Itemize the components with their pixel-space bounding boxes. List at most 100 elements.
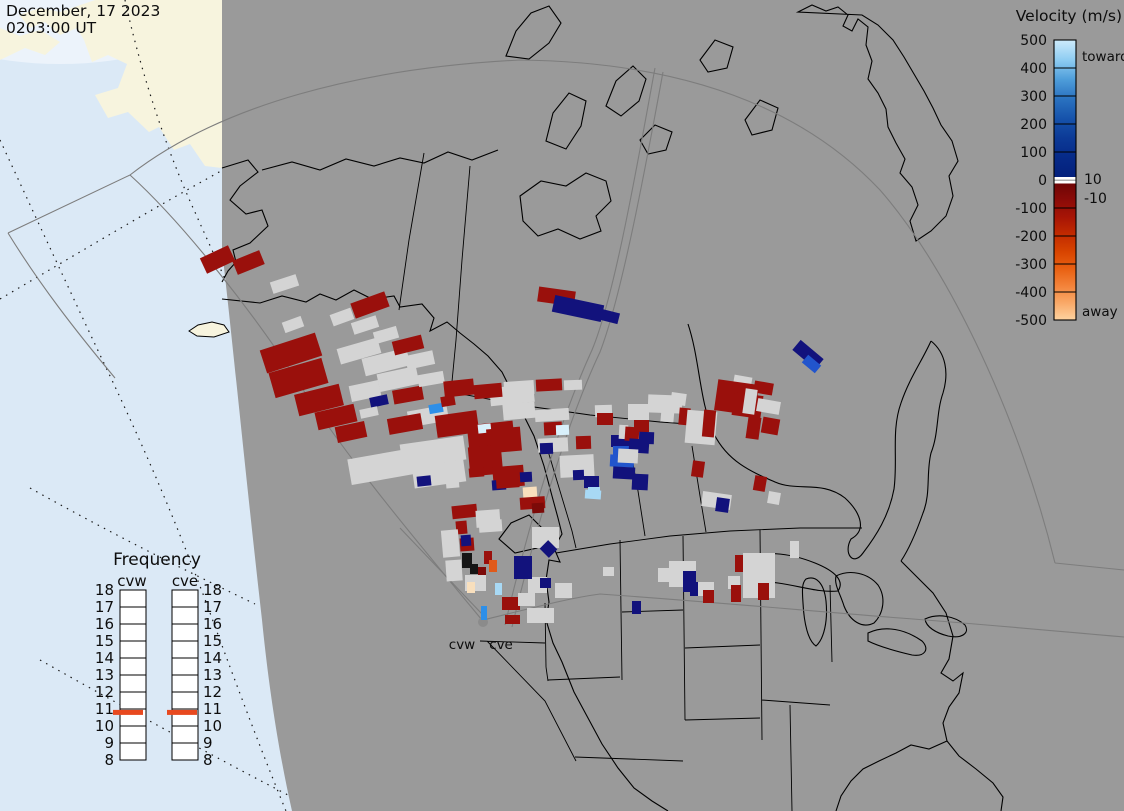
fov-line bbox=[1054, 562, 1124, 571]
velocity-cell bbox=[495, 583, 502, 595]
velocity-cell bbox=[555, 424, 570, 436]
velocity-cell bbox=[505, 615, 520, 624]
velocity-cell bbox=[484, 551, 492, 564]
velocity-cell bbox=[760, 416, 781, 436]
coastline-path bbox=[605, 65, 647, 117]
frequency-tick-label: 10 bbox=[203, 717, 222, 735]
velocity-cell bbox=[334, 421, 368, 443]
velocity-cell bbox=[690, 460, 706, 478]
velocity-cell bbox=[416, 475, 432, 487]
velocity-cell bbox=[745, 416, 762, 440]
colorbar-tick-label: -200 bbox=[1015, 229, 1047, 245]
velocity-cell bbox=[451, 503, 478, 520]
velocity-cell bbox=[478, 519, 503, 533]
graticule-line bbox=[39, 659, 289, 796]
coastline-path bbox=[687, 323, 932, 560]
fov-line bbox=[399, 527, 483, 615]
lower-threshold-label: -10 bbox=[1084, 191, 1107, 207]
frequency-tick-label: 12 bbox=[95, 683, 114, 701]
velocity-cell bbox=[690, 582, 700, 596]
velocity-cell bbox=[232, 250, 265, 275]
coastline-path bbox=[867, 628, 927, 656]
political-borders-layer bbox=[398, 152, 862, 811]
velocity-cell bbox=[361, 347, 411, 377]
velocity-cell bbox=[347, 446, 423, 486]
away-label: away bbox=[1082, 304, 1118, 320]
velocity-colorbar: Velocity (m/s) 500 400 300 200 100 0 -100 -200 -… bbox=[1015, 7, 1124, 329]
velocity-cell bbox=[350, 291, 390, 319]
velocity-cell bbox=[632, 601, 641, 614]
velocity-cell bbox=[598, 308, 621, 325]
velocity-cell bbox=[467, 582, 475, 593]
velocity-cell bbox=[563, 379, 583, 391]
coastline-path bbox=[221, 289, 669, 811]
colorbar-ticks: 500 400 300 200 100 0 -100 -200 -300 -400 -500 bbox=[1015, 33, 1076, 329]
frequency-column-cve: cve bbox=[172, 572, 198, 590]
frequency-tick-label: 11 bbox=[95, 700, 114, 718]
velocity-cell bbox=[468, 467, 485, 478]
frequency-tick-label: 13 bbox=[95, 666, 114, 684]
radar-label-cve: cve bbox=[489, 637, 513, 653]
velocity-cell bbox=[603, 567, 614, 576]
velocity-cell bbox=[670, 392, 687, 406]
frequency-tick-label: 16 bbox=[95, 615, 114, 633]
coastline-path bbox=[545, 92, 587, 150]
border-path bbox=[398, 152, 425, 311]
colorbar-tick-label: -500 bbox=[1015, 313, 1047, 329]
velocity-cell bbox=[455, 520, 468, 535]
colorbar-tick-label: 300 bbox=[1020, 89, 1047, 105]
fov-line bbox=[129, 59, 1056, 564]
frequency-tick-label: 9 bbox=[104, 734, 114, 752]
velocity-cell bbox=[386, 413, 424, 435]
frequency-tick-label: 12 bbox=[203, 683, 222, 701]
frequency-tick-label: 8 bbox=[104, 751, 114, 769]
velocity-cell bbox=[404, 350, 436, 370]
coastline-path bbox=[795, 4, 959, 242]
radar-fov-outline bbox=[7, 59, 1124, 638]
velocity-cell bbox=[703, 590, 714, 603]
velocity-cell bbox=[443, 378, 475, 398]
fov-line bbox=[482, 593, 1124, 638]
coastline-path bbox=[261, 149, 499, 171]
colorbar-tick-label: -400 bbox=[1015, 285, 1047, 301]
border-path bbox=[479, 529, 833, 811]
velocity-cell bbox=[588, 487, 600, 498]
velocity-cell bbox=[503, 379, 535, 397]
velocity-cell bbox=[514, 556, 532, 579]
border-path bbox=[450, 165, 471, 393]
velocity-cell bbox=[502, 597, 520, 610]
colorbar-tick-label: 100 bbox=[1020, 145, 1047, 161]
velocity-cell bbox=[269, 274, 300, 294]
fov-line bbox=[7, 174, 131, 379]
frequency-tick-label: 16 bbox=[203, 615, 222, 633]
velocity-cell bbox=[758, 583, 769, 600]
velocity-cell bbox=[336, 337, 382, 365]
colorbar-tick-label: -300 bbox=[1015, 257, 1047, 273]
coastline-layer bbox=[221, 4, 1004, 811]
velocity-cell bbox=[539, 540, 558, 558]
coastline-path bbox=[801, 577, 828, 647]
velocity-data-cells bbox=[199, 245, 824, 624]
colorbar-tick-label: 500 bbox=[1020, 33, 1047, 49]
coastline-path bbox=[505, 5, 562, 60]
day-land-shape bbox=[19, 0, 222, 168]
velocity-cell bbox=[790, 541, 799, 558]
frequency-legend: Frequency cvw cve 1817161514131211109818… bbox=[95, 550, 222, 769]
velocity-cell bbox=[329, 307, 355, 327]
velocity-cell bbox=[555, 583, 572, 598]
frequency-tick-label: 18 bbox=[203, 581, 222, 599]
border-path bbox=[544, 440, 577, 549]
colorbar-toward-segment bbox=[1054, 40, 1076, 177]
frequency-legend-title: Frequency bbox=[113, 550, 201, 570]
velocity-cell bbox=[495, 469, 520, 489]
day-land-shape bbox=[0, 28, 60, 60]
velocity-legend-title: Velocity (m/s) bbox=[1016, 7, 1122, 25]
coastline-path bbox=[835, 740, 948, 811]
frequency-tick-label: 13 bbox=[203, 666, 222, 684]
velocity-cell bbox=[535, 378, 563, 392]
frequency-tick-label: 8 bbox=[203, 751, 213, 769]
velocity-cell bbox=[612, 466, 636, 480]
frequency-tick-label: 14 bbox=[203, 649, 222, 667]
velocity-cell bbox=[531, 502, 545, 514]
